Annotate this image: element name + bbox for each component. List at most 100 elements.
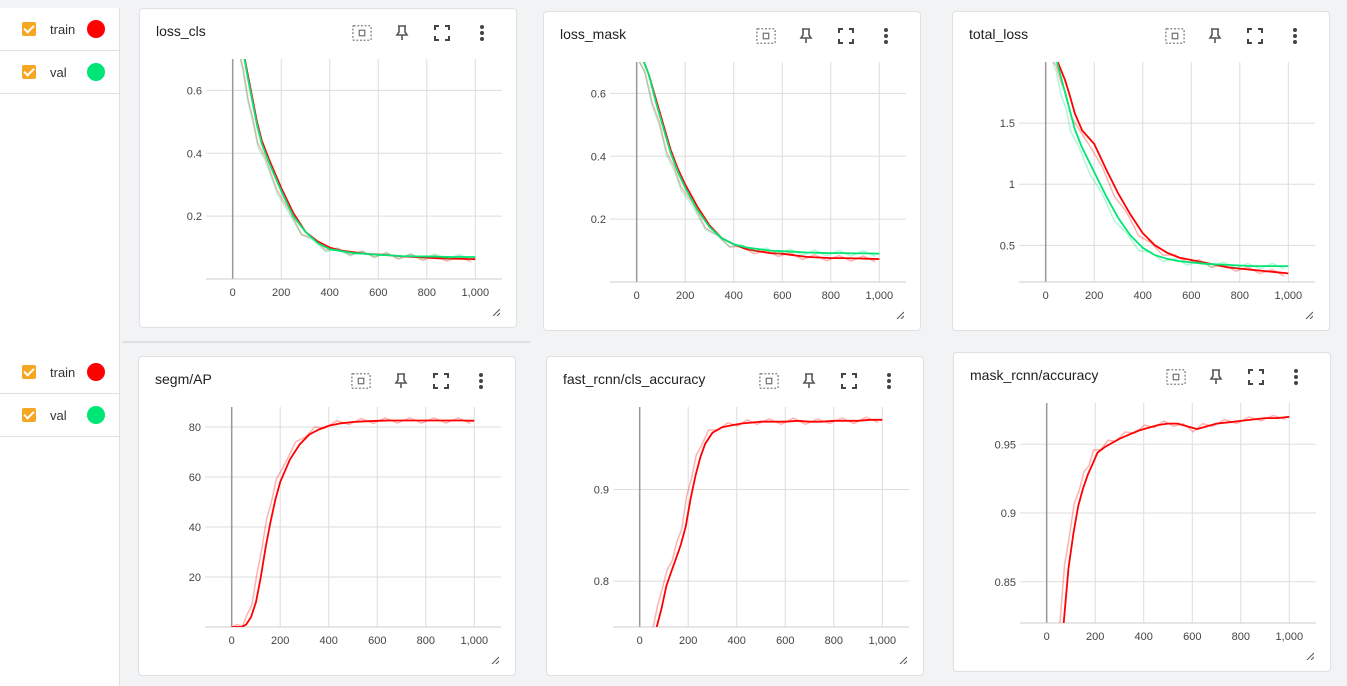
resize-handle-icon[interactable] bbox=[1305, 306, 1314, 320]
y-tick-label: 80 bbox=[189, 422, 201, 434]
run-row-train[interactable]: train bbox=[0, 351, 119, 394]
x-tick-label: 600 bbox=[369, 287, 387, 299]
x-tick-label: 1,000 bbox=[866, 290, 894, 302]
runs-sidebar-bottom: train val bbox=[0, 351, 120, 686]
resize-handle-icon[interactable] bbox=[491, 651, 500, 665]
x-tick-label: 800 bbox=[822, 290, 840, 302]
fit-domain-button[interactable] bbox=[1166, 367, 1186, 387]
y-tick-label: 0.9 bbox=[1001, 508, 1016, 520]
x-tick-label: 800 bbox=[417, 635, 435, 647]
fit-domain-button[interactable] bbox=[759, 371, 779, 391]
line-chart-fast-rcnn-cls-accuracy[interactable]: 0.8 0.9 0 200 400 600 800 1,000 bbox=[547, 357, 923, 675]
fullscreen-icon bbox=[433, 373, 449, 389]
line-chart-loss-cls[interactable]: 0.2 0.4 0.6 0 200 400 600 800 1,000 bbox=[140, 9, 516, 327]
fullscreen-button[interactable] bbox=[1246, 367, 1266, 387]
more-vert-icon bbox=[884, 28, 888, 44]
series-line-val[interactable] bbox=[1055, 56, 1289, 268]
series-line-val[interactable] bbox=[242, 46, 476, 258]
fullscreen-icon bbox=[1248, 369, 1264, 385]
run-checkbox-train[interactable] bbox=[22, 22, 36, 36]
run-color-swatch-val[interactable] bbox=[87, 63, 105, 81]
run-label-train: train bbox=[50, 364, 76, 380]
fullscreen-button[interactable] bbox=[432, 23, 452, 43]
x-tick-label: 0 bbox=[230, 287, 236, 299]
run-color-swatch-train[interactable] bbox=[87, 20, 105, 38]
fullscreen-icon bbox=[841, 373, 857, 389]
series-line-train[interactable] bbox=[231, 419, 475, 628]
x-tick-label: 400 bbox=[1134, 290, 1152, 302]
more-vert-button[interactable] bbox=[471, 371, 491, 391]
series-line-train[interactable] bbox=[655, 418, 883, 627]
run-checkbox-val[interactable] bbox=[22, 408, 36, 422]
y-tick-label: 1.5 bbox=[1000, 118, 1015, 130]
x-tick-label: 1,000 bbox=[462, 287, 490, 299]
x-tick-label: 800 bbox=[1232, 631, 1250, 643]
pin-button[interactable] bbox=[1206, 367, 1226, 387]
run-row-val[interactable]: val bbox=[0, 51, 119, 94]
line-chart-total-loss[interactable]: 0.5 1 1.5 0 200 400 600 800 1,000 bbox=[953, 12, 1329, 330]
x-tick-label: 1,000 bbox=[461, 635, 489, 647]
run-color-swatch-val[interactable] bbox=[87, 406, 105, 424]
series-line-train[interactable] bbox=[1062, 415, 1290, 623]
fullscreen-button[interactable] bbox=[839, 371, 859, 391]
more-vert-button[interactable] bbox=[472, 23, 492, 43]
y-tick-label: 0.85 bbox=[995, 577, 1016, 589]
x-tick-label: 0 bbox=[1043, 290, 1049, 302]
pin-button[interactable] bbox=[1205, 26, 1225, 46]
run-checkbox-val[interactable] bbox=[22, 65, 36, 79]
fit-domain-button[interactable] bbox=[756, 26, 776, 46]
fullscreen-button[interactable] bbox=[836, 26, 856, 46]
fullscreen-button[interactable] bbox=[431, 371, 451, 391]
fullscreen-icon bbox=[434, 25, 450, 41]
series-line-train[interactable] bbox=[642, 56, 880, 260]
x-tick-label: 400 bbox=[728, 635, 746, 647]
pin-button[interactable] bbox=[796, 26, 816, 46]
series-line-val[interactable] bbox=[642, 56, 880, 255]
x-tick-label: 0 bbox=[634, 290, 640, 302]
resize-handle-icon[interactable] bbox=[1306, 647, 1315, 661]
run-row-train[interactable]: train bbox=[0, 8, 119, 51]
pin-icon bbox=[395, 25, 409, 40]
run-checkbox-train[interactable] bbox=[22, 365, 36, 379]
resize-handle-icon[interactable] bbox=[896, 306, 905, 320]
line-chart-mask-rcnn-accuracy[interactable]: 0.85 0.9 0.95 0 200 400 600 800 1,000 bbox=[954, 353, 1330, 671]
fit-domain-icon bbox=[756, 28, 776, 44]
line-chart-loss-mask[interactable]: 0.2 0.4 0.6 0 200 400 600 800 1,000 bbox=[544, 12, 920, 330]
more-vert-icon bbox=[479, 373, 483, 389]
x-tick-label: 600 bbox=[773, 290, 791, 302]
pin-button[interactable] bbox=[391, 371, 411, 391]
y-tick-label: 0.5 bbox=[1000, 240, 1015, 252]
series-line-train[interactable] bbox=[1055, 56, 1289, 275]
more-vert-button[interactable] bbox=[879, 371, 899, 391]
pin-icon bbox=[802, 373, 816, 388]
resize-handle-icon[interactable] bbox=[899, 651, 908, 665]
fit-domain-icon bbox=[759, 373, 779, 389]
series-raw-line-train bbox=[1052, 62, 1285, 277]
more-vert-button[interactable] bbox=[1286, 367, 1306, 387]
series-raw-line-val bbox=[1051, 62, 1285, 270]
more-vert-button[interactable] bbox=[876, 26, 896, 46]
x-tick-label: 0 bbox=[637, 635, 643, 647]
fit-domain-button[interactable] bbox=[352, 23, 372, 43]
x-tick-label: 400 bbox=[725, 290, 743, 302]
resize-handle-icon[interactable] bbox=[492, 303, 501, 317]
chart-card-fast-rcnn-cls-accuracy: fast_rcnn/cls_accuracy 0.8 0.9 0 200 400 600 80… bbox=[546, 356, 924, 676]
chart-card-loss-mask: loss_mask 0.2 0.4 0.6 0 200 400 600 800 1,000 bbox=[543, 11, 921, 331]
pin-button[interactable] bbox=[799, 371, 819, 391]
more-vert-button[interactable] bbox=[1285, 26, 1305, 46]
x-tick-label: 200 bbox=[676, 290, 694, 302]
fit-domain-button[interactable] bbox=[351, 371, 371, 391]
fullscreen-button[interactable] bbox=[1245, 26, 1265, 46]
run-row-val[interactable]: val bbox=[0, 394, 119, 437]
fit-domain-button[interactable] bbox=[1165, 26, 1185, 46]
more-vert-icon bbox=[480, 25, 484, 41]
x-tick-label: 1,000 bbox=[1276, 631, 1304, 643]
series-raw-line-val bbox=[239, 59, 472, 261]
chart-card-segm-ap: segm/AP 20 40 60 80 0 200 400 600 800 1,000 bbox=[138, 356, 516, 676]
chart-title: loss_cls bbox=[156, 23, 206, 39]
run-color-swatch-train[interactable] bbox=[87, 363, 105, 381]
y-tick-label: 40 bbox=[189, 522, 201, 534]
pin-button[interactable] bbox=[392, 23, 412, 43]
pin-icon bbox=[394, 373, 408, 388]
